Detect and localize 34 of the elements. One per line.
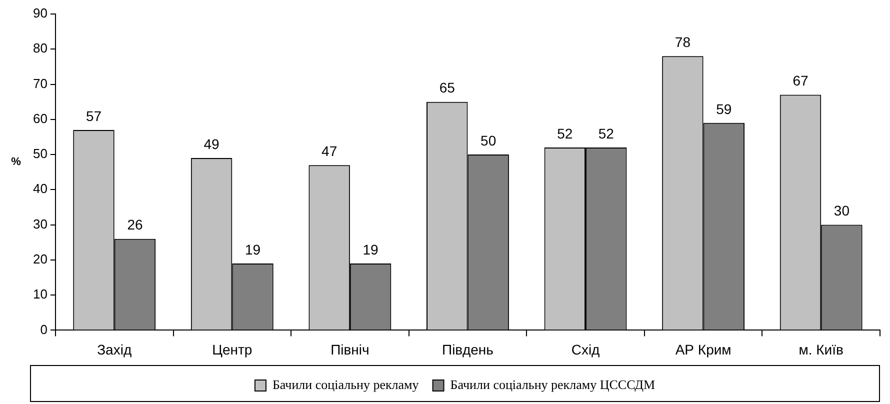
legend-label: Бачили соціальну рекламу [272, 376, 420, 392]
legend-label: Бачили соціальну рекламу ЦСССДМ [450, 376, 656, 392]
data-label: 47 [322, 142, 338, 159]
data-label: 49 [204, 136, 220, 152]
y-tick-label: 90 [32, 6, 48, 21]
y-axis-title: % [11, 156, 22, 168]
data-label: 26 [127, 216, 143, 233]
y-tick-label: 30 [32, 216, 48, 232]
y-tick-label: 40 [32, 181, 48, 196]
y-tick-label: 50 [32, 146, 48, 162]
data-label: 65 [439, 80, 456, 96]
y-tick-label: 60 [32, 110, 48, 126]
data-label: 19 [362, 241, 379, 258]
data-label: 30 [834, 202, 850, 219]
x-tick-label: Схід [571, 341, 600, 358]
data-label: 67 [792, 72, 808, 89]
data-label: 57 [86, 108, 102, 124]
data-label: 52 [598, 125, 614, 142]
y-tick-label: 70 [32, 76, 48, 91]
y-tick-label: 20 [32, 252, 48, 267]
data-label: 59 [716, 100, 732, 117]
x-tick-label: Захід [97, 341, 132, 358]
data-label: 19 [244, 241, 261, 258]
x-tick-label: Центр [212, 341, 252, 358]
y-tick-label: 80 [32, 40, 48, 56]
x-tick-label: Північ [330, 341, 370, 358]
y-tick-label: 10 [32, 286, 48, 302]
data-label: 52 [557, 125, 573, 142]
data-label: 78 [674, 34, 691, 50]
x-tick-label: АР Крим [675, 341, 732, 358]
y-tick-label: 0 [40, 322, 48, 337]
x-tick-label: м. Київ [798, 341, 844, 358]
data-label: 50 [480, 132, 496, 148]
x-tick-label: Південь [442, 341, 494, 358]
